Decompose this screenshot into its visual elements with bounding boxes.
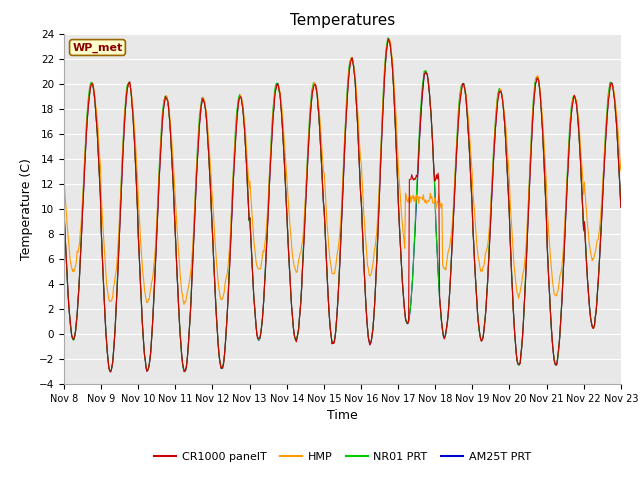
HMP <box>412 200 419 206</box>
AM25T PRT <box>428 126 436 132</box>
Y-axis label: Temperature (C): Temperature (C) <box>20 158 33 260</box>
Line: CR1000 panelT: CR1000 panelT <box>64 39 621 372</box>
NR01 PRT <box>180 369 188 375</box>
CR1000 panelT <box>214 341 222 347</box>
NR01 PRT <box>384 35 392 41</box>
NR01 PRT <box>127 93 135 98</box>
CR1000 panelT <box>128 104 136 109</box>
HMP <box>428 194 436 200</box>
NR01 PRT <box>70 337 78 343</box>
CR1000 panelT <box>185 337 193 343</box>
Title: Temperatures: Temperatures <box>290 13 395 28</box>
HMP <box>185 283 193 289</box>
AM25T PRT <box>617 203 625 209</box>
HMP <box>127 91 135 96</box>
NR01 PRT <box>185 337 193 343</box>
AM25T PRT <box>107 369 115 375</box>
CR1000 panelT <box>385 36 392 42</box>
AM25T PRT <box>385 36 392 42</box>
HMP <box>70 269 78 275</box>
NR01 PRT <box>214 340 222 346</box>
HMP <box>214 279 222 285</box>
CR1000 panelT <box>60 208 68 214</box>
Legend: CR1000 panelT, HMP, NR01 PRT, AM25T PRT: CR1000 panelT, HMP, NR01 PRT, AM25T PRT <box>150 447 535 466</box>
AM25T PRT <box>185 337 193 343</box>
AM25T PRT <box>412 217 419 223</box>
HMP <box>385 37 393 43</box>
Line: AM25T PRT: AM25T PRT <box>64 39 621 372</box>
HMP <box>180 301 188 307</box>
CR1000 panelT <box>107 369 115 375</box>
Line: HMP: HMP <box>64 40 621 304</box>
CR1000 panelT <box>617 204 625 210</box>
NR01 PRT <box>60 208 68 214</box>
HMP <box>60 174 68 180</box>
AM25T PRT <box>128 102 136 108</box>
AM25T PRT <box>60 208 68 214</box>
AM25T PRT <box>214 340 222 346</box>
NR01 PRT <box>428 125 436 131</box>
NR01 PRT <box>617 203 625 208</box>
HMP <box>617 167 625 173</box>
NR01 PRT <box>412 210 419 216</box>
AM25T PRT <box>70 336 78 342</box>
Line: NR01 PRT: NR01 PRT <box>64 38 621 372</box>
CR1000 panelT <box>70 336 78 341</box>
CR1000 panelT <box>428 126 436 132</box>
Text: WP_met: WP_met <box>72 42 123 53</box>
X-axis label: Time: Time <box>327 409 358 422</box>
CR1000 panelT <box>412 175 419 181</box>
